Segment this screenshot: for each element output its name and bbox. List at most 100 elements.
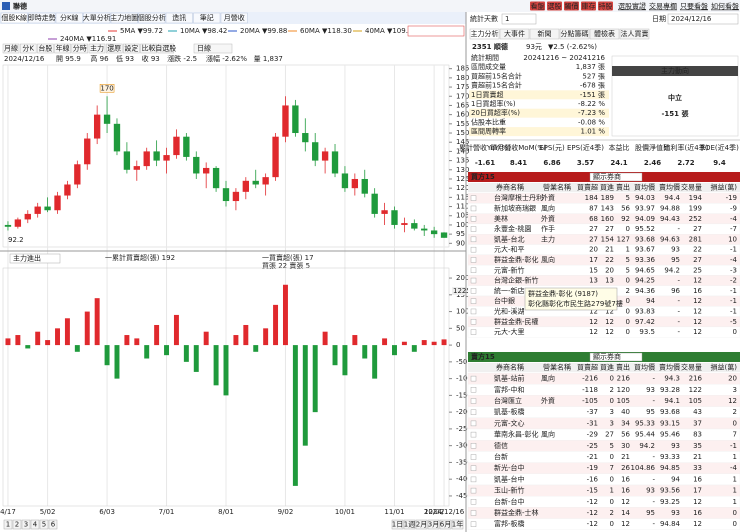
broker-name[interactable]: 台新-台中 — [494, 497, 525, 506]
days-value[interactable]: 1 — [505, 15, 509, 23]
range-label[interactable]: 6月 — [440, 521, 451, 529]
toolbar-button[interactable] — [123, 43, 140, 54]
row-checkbox[interactable] — [470, 319, 477, 325]
page-tab[interactable] — [48, 519, 58, 530]
broker-name[interactable]: 台灣企銀-新竹 — [494, 276, 539, 285]
tab-label[interactable]: 筆記 — [200, 13, 214, 22]
broker-name[interactable]: 凱基-台中 — [494, 474, 525, 483]
days-select[interactable] — [501, 13, 537, 25]
top-link[interactable]: 如何看盤 — [711, 2, 739, 11]
broker-name[interactable]: 美林 — [494, 214, 508, 223]
row-checkbox[interactable] — [470, 409, 477, 415]
broker-name[interactable]: 富邦-中和 — [494, 385, 525, 394]
row-checkbox[interactable] — [470, 398, 477, 404]
broker-name[interactable]: 群益金鼎-士林 — [494, 508, 539, 517]
row-checkbox[interactable] — [470, 226, 477, 232]
top-button[interactable] — [530, 1, 545, 11]
date-select[interactable] — [667, 13, 739, 25]
tab-label[interactable]: 即時走勢 — [28, 13, 56, 22]
broker-name[interactable]: 元富-新竹 — [494, 265, 525, 274]
toolbar-button[interactable] — [54, 43, 71, 54]
page-tab-label[interactable]: 1 — [6, 521, 10, 529]
broker-name[interactable]: 凱基-板橋 — [494, 407, 525, 416]
row-checkbox[interactable] — [470, 329, 477, 335]
filter-box[interactable] — [589, 352, 643, 362]
top-link[interactable]: 交易專欄 — [649, 2, 677, 11]
page-tab-label[interactable]: 4 — [33, 521, 38, 529]
broker-name[interactable]: 統一-新店 — [494, 286, 525, 295]
page-tab[interactable] — [3, 519, 13, 530]
tab-label[interactable]: 個股分析 — [138, 13, 166, 22]
broker-name[interactable]: 元富-文心 — [494, 418, 525, 427]
row-checkbox[interactable] — [470, 465, 477, 471]
toolbar-label[interactable]: 台股 — [38, 44, 52, 53]
broker-name[interactable]: 台新 — [494, 452, 508, 461]
range-label[interactable]: 1週 — [404, 520, 415, 529]
tab-label[interactable]: 分K線 — [60, 13, 79, 22]
row-checkbox[interactable] — [470, 246, 477, 253]
page-tab[interactable] — [39, 519, 49, 530]
page-tab[interactable] — [30, 519, 40, 530]
right-tab-label[interactable]: 大事件 — [504, 29, 525, 38]
range-label[interactable]: 1年 — [452, 520, 463, 529]
right-tab-label[interactable]: 法人買賣 — [621, 29, 649, 38]
row-checkbox[interactable] — [470, 420, 477, 427]
top-button[interactable] — [598, 1, 613, 11]
row-checkbox[interactable] — [470, 205, 477, 212]
broker-name[interactable]: 富邦-板橋 — [494, 519, 525, 528]
table-row[interactable] — [467, 518, 740, 530]
top-button[interactable] — [581, 1, 596, 11]
toolbar-label[interactable]: 主力 — [90, 44, 104, 53]
selector-label[interactable]: 主力進出 — [13, 254, 41, 263]
right-tab-label[interactable]: 分點籌碼 — [561, 29, 589, 38]
toolbar-button[interactable] — [2, 43, 20, 54]
page-tab[interactable] — [21, 519, 31, 530]
right-tab[interactable] — [469, 28, 500, 40]
date-value[interactable]: 2024/12/16 — [671, 15, 712, 23]
row-checkbox[interactable] — [470, 454, 477, 460]
broker-name[interactable]: 德信 — [494, 441, 508, 450]
table-row[interactable] — [467, 326, 740, 338]
broker-name[interactable]: 凱基-台北 — [494, 234, 525, 243]
top-link[interactable]: 選股實證 — [618, 2, 646, 11]
settings-box[interactable] — [407, 25, 465, 37]
row-checkbox[interactable] — [470, 487, 477, 494]
range-label[interactable]: 3月 — [428, 521, 439, 529]
right-tab-label[interactable]: 體檢表 — [594, 29, 615, 38]
tab[interactable] — [83, 12, 111, 24]
range-button[interactable] — [451, 519, 464, 530]
tab[interactable] — [220, 12, 248, 24]
range-label[interactable]: 1日 — [392, 521, 403, 529]
broker-name[interactable]: 台灣匯立 — [494, 396, 522, 405]
row-checkbox[interactable] — [470, 216, 477, 222]
tab[interactable] — [165, 12, 193, 24]
broker-name[interactable]: 台中銀 — [494, 296, 515, 305]
toolbar-label[interactable]: 分時 — [73, 44, 87, 53]
top-link[interactable]: 只要看盤 — [680, 2, 708, 11]
tab[interactable] — [28, 12, 56, 24]
toolbar-button[interactable] — [140, 43, 157, 54]
row-checkbox[interactable] — [470, 499, 477, 505]
toolbar-button[interactable] — [88, 43, 106, 54]
page-tab-label[interactable]: 5 — [42, 521, 46, 529]
toolbar-button[interactable] — [37, 43, 54, 54]
broker-name[interactable]: 華南永昌-彰化 — [494, 430, 539, 439]
table-filter[interactable]: 顯示券商 — [593, 172, 621, 181]
toolbar-label[interactable]: 日線 — [197, 44, 211, 53]
right-tab[interactable] — [619, 28, 650, 40]
broker-name[interactable]: 玉山-新竹 — [494, 486, 525, 495]
tab[interactable] — [55, 12, 83, 24]
row-checkbox[interactable] — [470, 267, 477, 273]
tab[interactable] — [0, 12, 28, 24]
broker-name[interactable]: 永豐金-桃園 — [494, 224, 532, 233]
range-button[interactable] — [415, 519, 428, 530]
top-button[interactable] — [547, 1, 562, 11]
range-label[interactable]: 2月 — [416, 521, 427, 529]
row-checkbox[interactable] — [470, 387, 477, 393]
page-tab[interactable] — [12, 519, 22, 530]
tab-label[interactable]: 月營收 — [224, 13, 245, 22]
right-tab-label[interactable]: 主力分析 — [471, 29, 499, 38]
row-checkbox[interactable] — [470, 308, 477, 315]
row-checkbox[interactable] — [470, 521, 477, 527]
tab[interactable] — [138, 12, 166, 24]
